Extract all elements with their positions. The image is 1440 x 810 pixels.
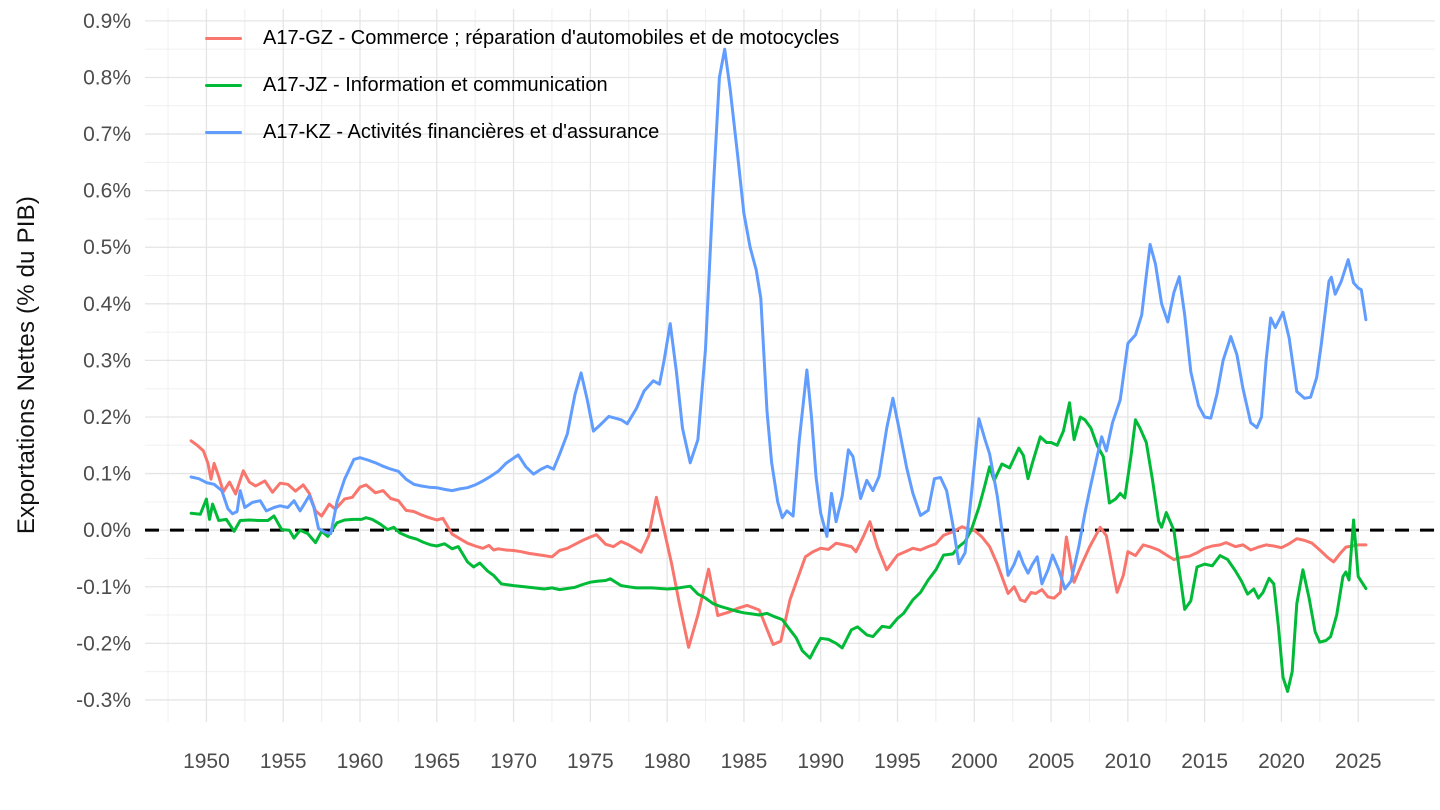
legend-key-line-a17-kz [205,131,242,134]
y-tick-label: 0.5% [83,236,131,259]
x-tick-label: 2005 [1028,750,1075,773]
y-tick-label: 0.6% [83,180,131,203]
series-line-a17-gz [189,439,1368,649]
y-axis-title: Exportations Nettes (% du PIB) [13,195,40,535]
legend-label-a17-gz: A17-GZ - Commerce ; réparation d'automob… [263,27,840,49]
x-tick-label: 1970 [490,750,537,773]
series-line-a17-kz [189,47,1368,591]
x-tick-label: 1995 [874,750,921,773]
y-tick-label: 0.3% [83,349,131,372]
legend: A17-GZ - Commerce ; réparation d'automob… [205,15,839,156]
x-tick-label: 2020 [1258,750,1305,773]
y-tick-label: 0.2% [83,406,131,429]
y-tick-label: 0.7% [83,123,131,146]
y-tick-label: -0.1% [76,576,131,599]
legend-label-a17-kz: A17-KZ - Activités financières et d'assu… [263,121,660,143]
x-tick-label: 1965 [413,750,460,773]
x-tick-label: 1980 [644,750,691,773]
y-tick-label: 0.9% [83,10,131,33]
x-tick-label: 2010 [1104,750,1151,773]
x-tick-label: 2000 [951,750,998,773]
legend-key-line-a17-jz [205,84,242,87]
x-tick-label: 1960 [337,750,384,773]
legend-item-a17-gz: A17-GZ - Commerce ; réparation d'automob… [205,15,839,62]
y-tick-label: -0.2% [76,632,131,655]
y-tick-label: 0.4% [83,293,131,316]
legend-label-a17-jz: A17-JZ - Information et communication [263,74,608,96]
y-tick-label: 0.8% [83,66,131,89]
x-tick-label: 1990 [797,750,844,773]
x-tick-label: 1950 [183,750,230,773]
x-tick-label: 2025 [1335,750,1382,773]
x-tick-label: 1955 [260,750,307,773]
y-tick-label: -0.3% [76,689,131,712]
x-tick-label: 1975 [567,750,614,773]
x-tick-label: 2015 [1181,750,1228,773]
legend-item-a17-kz: A17-KZ - Activités financières et d'assu… [205,109,839,156]
y-tick-label: 0.1% [83,463,131,486]
legend-item-a17-jz: A17-JZ - Information et communication [205,62,839,109]
x-tick-label: 1985 [721,750,768,773]
y-tick-label: 0.0% [83,519,131,542]
series-line-a17-jz [189,401,1368,693]
legend-key-line-a17-gz [205,37,242,40]
